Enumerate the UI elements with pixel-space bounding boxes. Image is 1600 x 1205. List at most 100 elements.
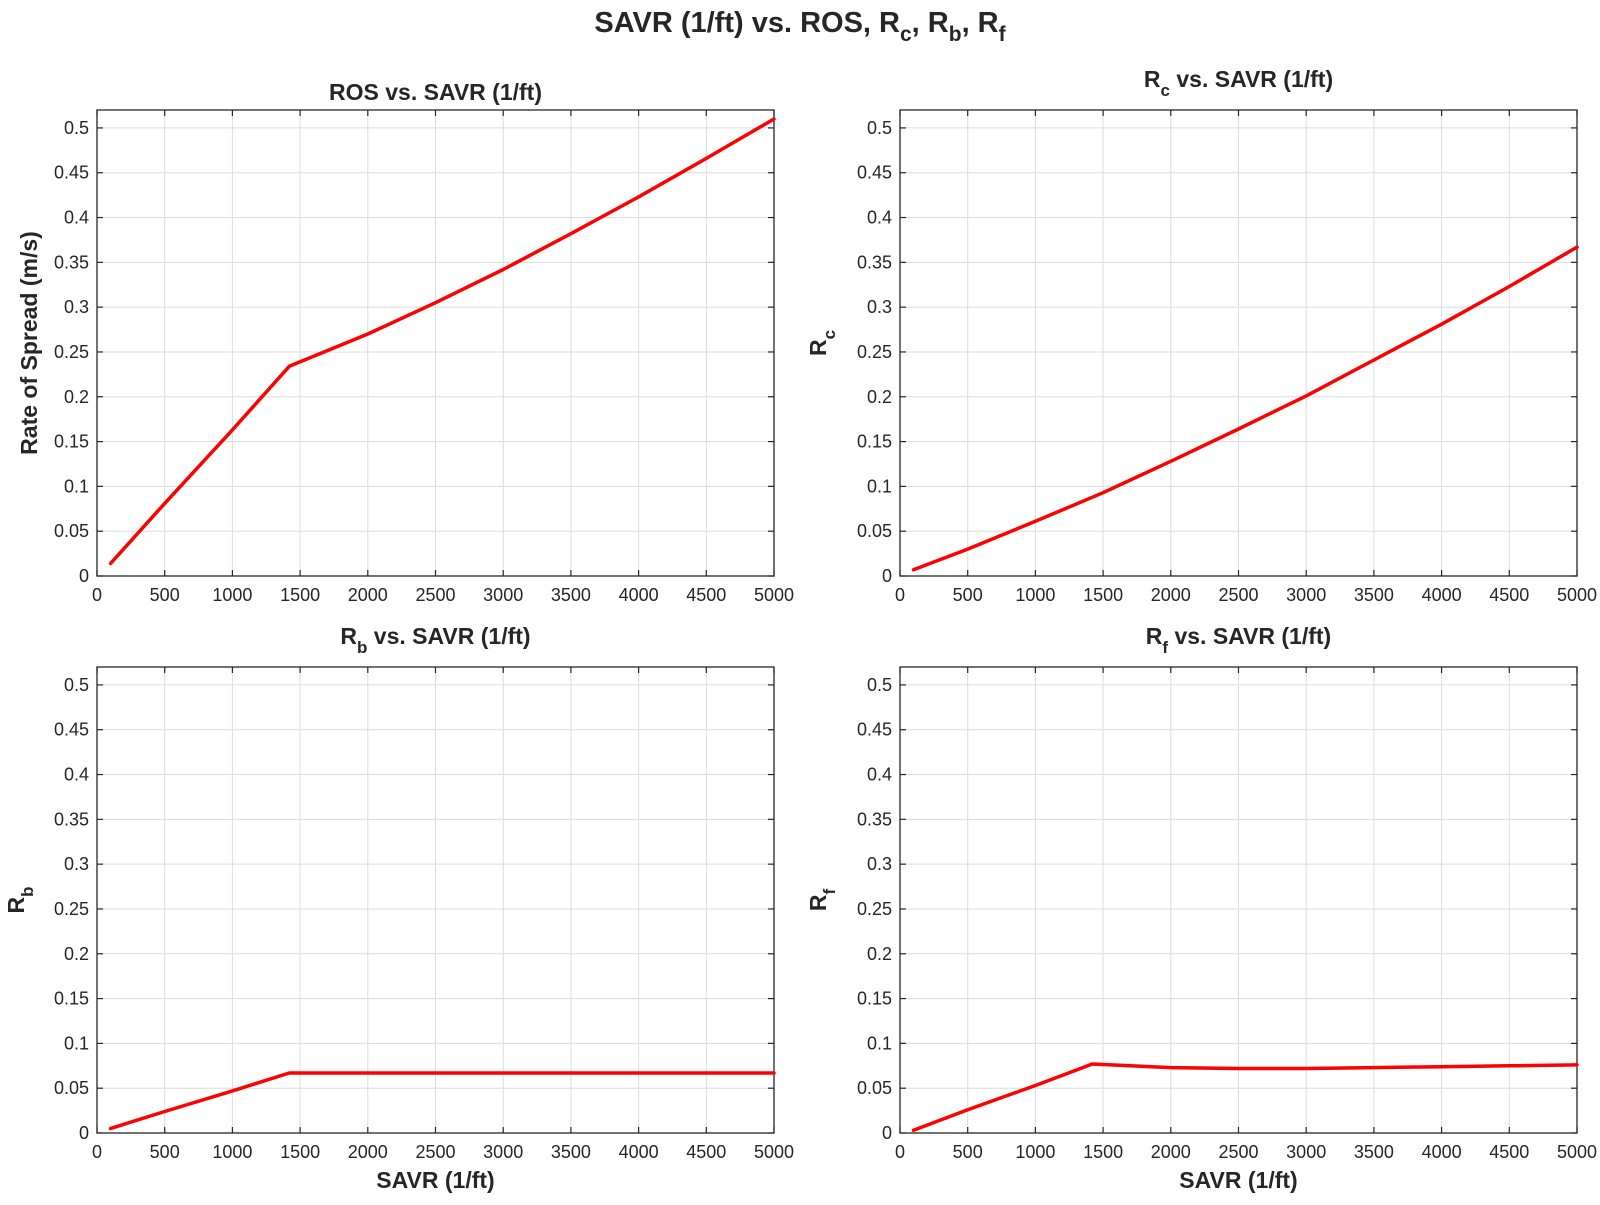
- figure-title: SAVR (1/ft) vs. ROS, Rc​, Rb​, Rf​: [594, 7, 1006, 46]
- x-tick-label: 0: [92, 1142, 102, 1162]
- x-tick-label: 500: [953, 585, 983, 605]
- y-axis-label: Rb​: [3, 886, 37, 913]
- y-tick-label: 0.05: [54, 521, 89, 541]
- y-tick-label: 0.3: [64, 297, 89, 317]
- y-tick-label: 0.05: [54, 1078, 89, 1098]
- y-tick-label: 0.35: [54, 809, 89, 829]
- x-tick-label: 2000: [348, 1142, 388, 1162]
- y-tick-label: 0.4: [64, 208, 89, 228]
- y-axis-label: Rf​: [805, 889, 839, 912]
- grid: [97, 667, 774, 1133]
- x-tick-label: 1000: [212, 1142, 252, 1162]
- x-tick-label: 3500: [551, 1142, 591, 1162]
- x-tick-label: 4000: [1422, 1142, 1462, 1162]
- y-tick-label: 0.4: [867, 765, 892, 785]
- x-axis-label: SAVR (1/ft): [1179, 1167, 1297, 1193]
- subplot-4: 0 500 1000 1500 2000 2500 3000 3500 4000 4500 5000…: [805, 623, 1597, 1193]
- y-tick-label: 0.5: [867, 675, 892, 695]
- y-tick-label: 0.35: [857, 809, 892, 829]
- x-tick-label: 2000: [1151, 1142, 1191, 1162]
- grid: [900, 667, 1577, 1133]
- x-tick-label: 1500: [280, 1142, 320, 1162]
- x-tick-label: 4500: [686, 1142, 726, 1162]
- data-line: [911, 245, 1579, 572]
- subplot-title: Rc​ vs. SAVR (1/ft): [1144, 66, 1333, 100]
- x-tick-label: 2500: [1218, 1142, 1258, 1162]
- y-tick-label: 0.5: [867, 118, 892, 138]
- y-tick-label: 0.15: [54, 989, 89, 1009]
- y-axis-label: Rc​: [805, 330, 839, 356]
- x-tick-label: 1500: [1083, 1142, 1123, 1162]
- x-tick-label: 3000: [1286, 585, 1326, 605]
- y-tick-label: 0.05: [857, 1078, 892, 1098]
- y-tick-label: 0.25: [857, 899, 892, 919]
- y-tick-label: 0: [882, 566, 892, 586]
- subplot-title: Rb​ vs. SAVR (1/ft): [340, 623, 530, 657]
- x-tick-label: 4500: [1489, 585, 1529, 605]
- x-tick-label: 2500: [415, 585, 455, 605]
- y-tick-label: 0.4: [64, 765, 89, 785]
- subplot-title: ROS vs. SAVR (1/ft): [329, 79, 542, 105]
- x-tick-label: 2000: [1151, 585, 1191, 605]
- subplot-2: 0 500 1000 1500 2000 2500 3000 3500 4000 4500 5000…: [805, 66, 1597, 605]
- y-tick-label: 0: [79, 566, 89, 586]
- y-tick-label: 0.3: [867, 854, 892, 874]
- y-tick-label: 0.15: [54, 432, 89, 452]
- x-tick-label: 5000: [1557, 585, 1597, 605]
- x-tick-label: 1000: [212, 585, 252, 605]
- x-tick-label: 500: [953, 1142, 983, 1162]
- y-tick-label: 0: [79, 1123, 89, 1143]
- y-tick-label: 0.1: [64, 1033, 89, 1053]
- x-tick-label: 4000: [619, 585, 659, 605]
- x-tick-label: 0: [92, 585, 102, 605]
- subplot-1: 0 500 1000 1500 2000 2500 3000 3500 4000 4500 5000…: [16, 79, 794, 605]
- y-tick-label: 0.2: [64, 944, 89, 964]
- y-tick-label: 0.2: [867, 387, 892, 407]
- x-axis-label: SAVR (1/ft): [376, 1167, 494, 1193]
- y-tick-label: 0.25: [857, 342, 892, 362]
- x-tick-label: 3500: [1354, 585, 1394, 605]
- y-tick-label: 0.35: [857, 252, 892, 272]
- data-line: [911, 1062, 1579, 1133]
- x-tick-label: 0: [895, 585, 905, 605]
- x-tick-label: 4500: [1489, 1142, 1529, 1162]
- y-axis-label: Rate of Spread (m/s): [16, 231, 42, 455]
- x-tick-label: 4500: [686, 585, 726, 605]
- grid: [97, 110, 774, 576]
- x-tick-label: 3000: [1286, 1142, 1326, 1162]
- y-tick-label: 0.1: [867, 476, 892, 496]
- y-tick-label: 0.5: [64, 118, 89, 138]
- x-tick-label: 2000: [348, 585, 388, 605]
- x-tick-label: 500: [150, 1142, 180, 1162]
- x-tick-label: 5000: [1557, 1142, 1597, 1162]
- x-tick-label: 3500: [551, 585, 591, 605]
- y-tick-label: 0.45: [857, 163, 892, 183]
- y-tick-label: 0.15: [857, 432, 892, 452]
- y-tick-label: 0.2: [64, 387, 89, 407]
- x-tick-label: 1500: [280, 585, 320, 605]
- y-tick-label: 0.1: [867, 1033, 892, 1053]
- y-tick-label: 0.5: [64, 675, 89, 695]
- data-line: [108, 117, 776, 566]
- subplot-3: 0 500 1000 1500 2000 2500 3000 3500 4000 4500 5000…: [3, 623, 794, 1193]
- y-tick-label: 0.35: [54, 252, 89, 272]
- y-tick-label: 0.45: [54, 163, 89, 183]
- x-tick-label: 4000: [619, 1142, 659, 1162]
- x-tick-label: 1000: [1015, 585, 1055, 605]
- x-tick-label: 3500: [1354, 1142, 1394, 1162]
- x-tick-label: 2500: [415, 1142, 455, 1162]
- x-tick-label: 3000: [483, 1142, 523, 1162]
- x-tick-label: 3000: [483, 585, 523, 605]
- y-tick-label: 0.05: [857, 521, 892, 541]
- grid: [900, 110, 1577, 576]
- y-tick-label: 0.45: [54, 720, 89, 740]
- y-tick-label: 0.3: [64, 854, 89, 874]
- x-tick-label: 1500: [1083, 585, 1123, 605]
- x-tick-label: 0: [895, 1142, 905, 1162]
- y-tick-label: 0.25: [54, 899, 89, 919]
- x-tick-label: 4000: [1422, 585, 1462, 605]
- x-tick-label: 2500: [1218, 585, 1258, 605]
- y-tick-label: 0.3: [867, 297, 892, 317]
